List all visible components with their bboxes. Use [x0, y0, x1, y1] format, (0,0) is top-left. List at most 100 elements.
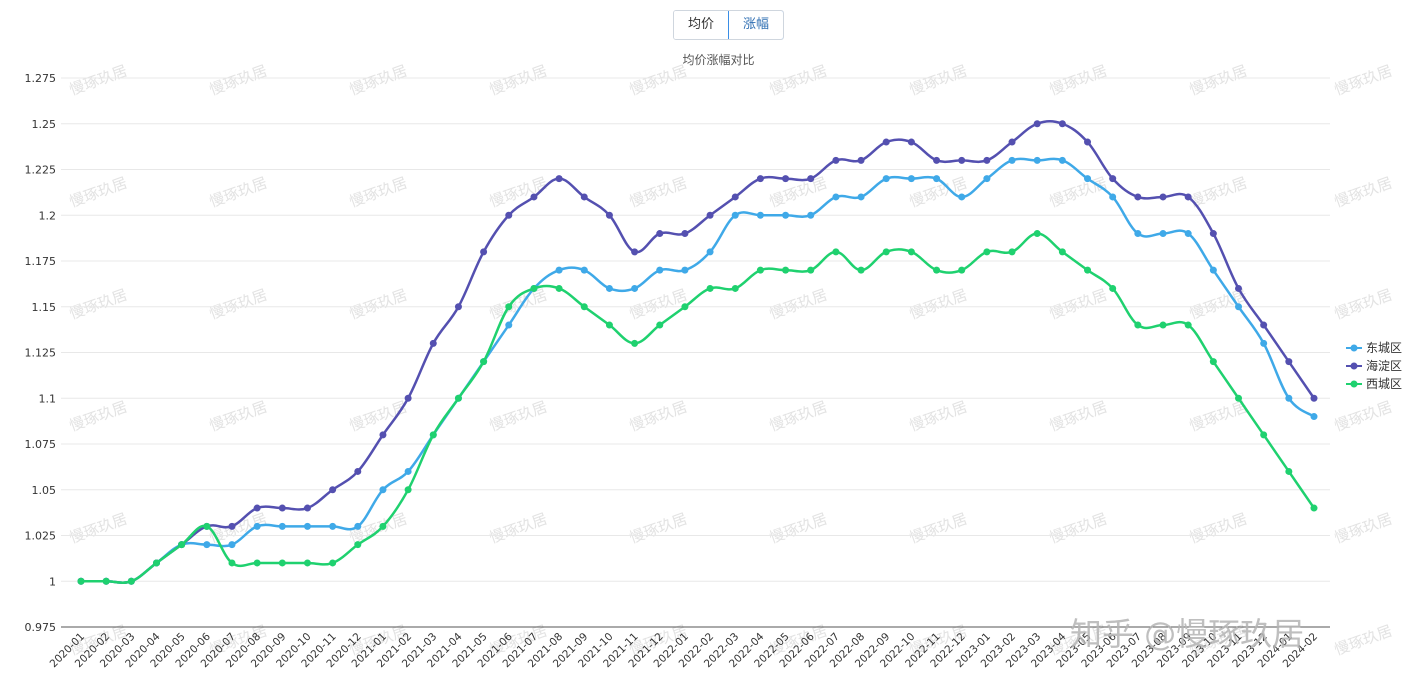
data-point[interactable]: [278, 522, 286, 530]
data-point[interactable]: [706, 248, 714, 256]
data-point[interactable]: [1134, 321, 1142, 329]
data-point[interactable]: [933, 266, 941, 274]
data-point[interactable]: [933, 156, 941, 164]
data-point[interactable]: [1285, 394, 1293, 402]
data-point[interactable]: [605, 211, 613, 219]
data-point[interactable]: [882, 175, 890, 183]
data-point[interactable]: [1033, 156, 1041, 164]
data-point[interactable]: [1134, 193, 1142, 201]
data-point[interactable]: [882, 138, 890, 146]
legend-item[interactable]: 西城区: [1346, 377, 1402, 391]
data-point[interactable]: [555, 266, 563, 274]
data-point[interactable]: [454, 303, 462, 311]
data-point[interactable]: [329, 486, 337, 494]
data-point[interactable]: [1109, 284, 1117, 292]
data-point[interactable]: [1209, 266, 1217, 274]
data-point[interactable]: [1209, 230, 1217, 238]
data-point[interactable]: [1058, 120, 1066, 128]
data-point[interactable]: [731, 284, 739, 292]
data-point[interactable]: [1134, 230, 1142, 238]
data-point[interactable]: [1008, 156, 1016, 164]
data-point[interactable]: [706, 284, 714, 292]
data-point[interactable]: [1159, 193, 1167, 201]
data-point[interactable]: [1235, 394, 1243, 402]
data-point[interactable]: [77, 577, 85, 585]
data-point[interactable]: [1084, 138, 1092, 146]
data-point[interactable]: [1285, 358, 1293, 366]
data-point[interactable]: [1058, 248, 1066, 256]
data-point[interactable]: [983, 175, 991, 183]
data-point[interactable]: [555, 284, 563, 292]
data-point[interactable]: [1084, 175, 1092, 183]
data-point[interactable]: [1310, 504, 1318, 512]
data-point[interactable]: [983, 248, 991, 256]
data-point[interactable]: [203, 522, 211, 530]
data-point[interactable]: [782, 266, 790, 274]
data-point[interactable]: [228, 522, 236, 530]
data-point[interactable]: [807, 211, 815, 219]
data-point[interactable]: [1109, 175, 1117, 183]
data-point[interactable]: [807, 266, 815, 274]
data-point[interactable]: [857, 156, 865, 164]
data-point[interactable]: [102, 577, 110, 585]
data-point[interactable]: [1184, 193, 1192, 201]
data-point[interactable]: [480, 358, 488, 366]
data-point[interactable]: [1159, 230, 1167, 238]
data-point[interactable]: [354, 522, 362, 530]
legend-item[interactable]: 东城区: [1346, 341, 1402, 355]
data-point[interactable]: [1285, 467, 1293, 475]
data-point[interactable]: [329, 522, 337, 530]
data-point[interactable]: [832, 248, 840, 256]
data-point[interactable]: [1084, 266, 1092, 274]
data-point[interactable]: [253, 559, 261, 567]
data-point[interactable]: [756, 211, 764, 219]
data-point[interactable]: [882, 248, 890, 256]
data-point[interactable]: [631, 284, 639, 292]
data-point[interactable]: [152, 559, 160, 567]
data-point[interactable]: [958, 156, 966, 164]
data-point[interactable]: [1310, 413, 1318, 421]
data-point[interactable]: [857, 266, 865, 274]
data-point[interactable]: [253, 504, 261, 512]
data-point[interactable]: [404, 467, 412, 475]
data-point[interactable]: [1008, 138, 1016, 146]
data-point[interactable]: [303, 504, 311, 512]
data-point[interactable]: [127, 577, 135, 585]
data-point[interactable]: [1058, 156, 1066, 164]
data-point[interactable]: [480, 248, 488, 256]
data-point[interactable]: [303, 559, 311, 567]
data-point[interactable]: [1260, 339, 1268, 347]
data-point[interactable]: [1008, 248, 1016, 256]
data-point[interactable]: [404, 394, 412, 402]
data-point[interactable]: [505, 303, 513, 311]
data-point[interactable]: [354, 541, 362, 549]
data-point[interactable]: [1235, 284, 1243, 292]
legend-item[interactable]: 海淀区: [1346, 358, 1402, 373]
data-point[interactable]: [1235, 303, 1243, 311]
data-point[interactable]: [958, 193, 966, 201]
data-point[interactable]: [228, 559, 236, 567]
data-point[interactable]: [656, 321, 664, 329]
data-point[interactable]: [832, 156, 840, 164]
data-point[interactable]: [631, 248, 639, 256]
data-point[interactable]: [1209, 358, 1217, 366]
data-point[interactable]: [681, 266, 689, 274]
data-point[interactable]: [580, 193, 588, 201]
data-point[interactable]: [530, 284, 538, 292]
data-point[interactable]: [379, 431, 387, 439]
data-point[interactable]: [429, 431, 437, 439]
data-point[interactable]: [605, 321, 613, 329]
data-point[interactable]: [454, 394, 462, 402]
data-point[interactable]: [1184, 321, 1192, 329]
data-point[interactable]: [907, 248, 915, 256]
data-point[interactable]: [933, 175, 941, 183]
data-point[interactable]: [782, 175, 790, 183]
data-point[interactable]: [203, 541, 211, 549]
data-point[interactable]: [832, 193, 840, 201]
data-point[interactable]: [1033, 120, 1041, 128]
data-point[interactable]: [530, 193, 538, 201]
data-point[interactable]: [681, 230, 689, 238]
data-point[interactable]: [681, 303, 689, 311]
data-point[interactable]: [731, 193, 739, 201]
data-point[interactable]: [1184, 230, 1192, 238]
